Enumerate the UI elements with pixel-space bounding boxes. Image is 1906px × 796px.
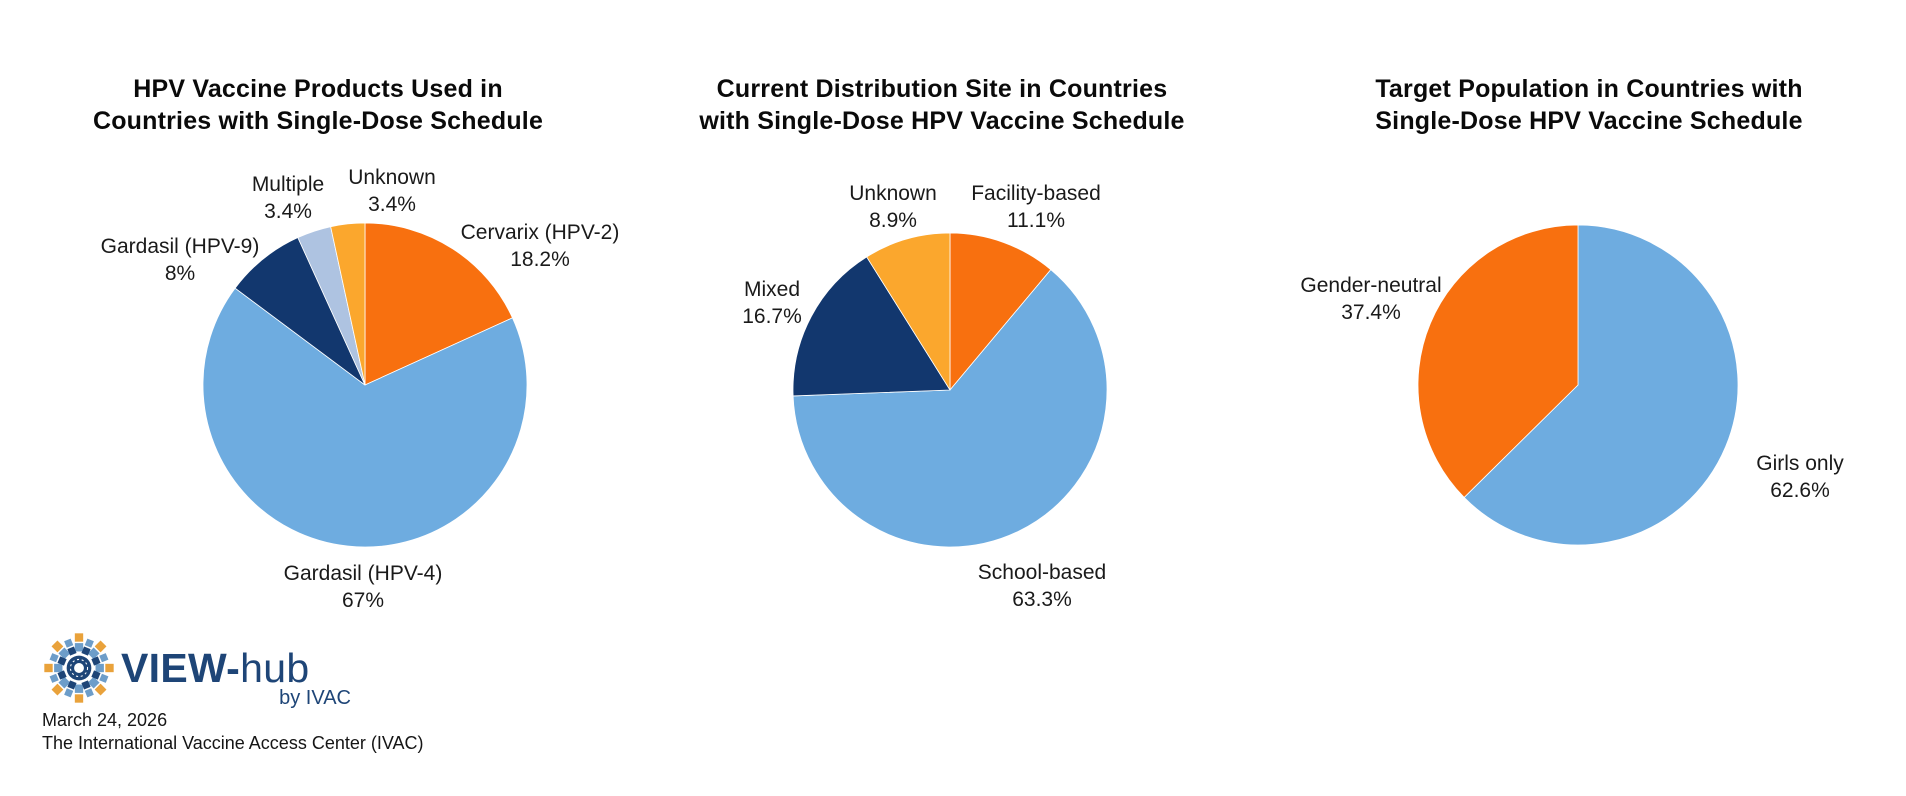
slice-label-gender-neutral: Gender-neutral 37.4% (1231, 272, 1511, 326)
pie-slice-school-based (792, 269, 1108, 548)
slice-name: Unknown (348, 166, 436, 189)
slice-name: Unknown (849, 182, 937, 205)
slice-label-gardasil-hpv-4: Gardasil (HPV-4) 67% (223, 560, 503, 614)
slice-label-mixed: Mixed 16.7% (632, 276, 912, 330)
slice-label-unknown: Unknown 3.4% (252, 164, 532, 218)
title-line: Countries with Single-Dose Schedule (92, 107, 544, 135)
chart-title-target-population: Target Population in Countries with Sing… (1269, 73, 1906, 137)
title-line: Current Distribution Site in Countries (716, 75, 1168, 103)
slice-value: 62.6% (1770, 479, 1830, 502)
title-line: HPV Vaccine Products Used in (133, 75, 503, 103)
slice-name: Facility-based (971, 182, 1101, 205)
slice-value: 37.4% (1341, 301, 1401, 324)
slice-value: 16.7% (742, 305, 802, 328)
title-line: Single-Dose HPV Vaccine Schedule (1375, 107, 1803, 135)
pie-slice-gender-neutral (1417, 224, 1579, 498)
brand-subtitle: by IVAC (279, 687, 351, 709)
slice-value: 63.3% (1012, 588, 1072, 611)
footer-date: March 24, 2026 (42, 710, 168, 730)
slice-name: Multiple (251, 173, 325, 196)
pie-slice-unknown (330, 222, 366, 386)
slice-name: Gardasil (HPV-4) (283, 562, 443, 585)
viewhub-logo-icon (44, 633, 114, 703)
title-line: with Single-Dose HPV Vaccine Schedule (699, 107, 1185, 135)
brand-view: VIEW- (121, 645, 241, 691)
slice-name: Girls only (1756, 452, 1844, 475)
pie-current-distribution-site-in-countries (792, 232, 1108, 548)
pie-slice-facility-based (949, 232, 1052, 391)
slice-label-facility-based: Facility-based 11.1% (896, 180, 1176, 234)
slice-value: 8% (164, 262, 196, 285)
slice-name: School-based (977, 561, 1107, 584)
pie-slice-mixed (792, 256, 951, 397)
footer-organization: The International Vaccine Access Center … (42, 733, 424, 753)
slice-label-multiple: Multiple 3.4% (148, 171, 428, 225)
chart-title-vaccine-products: HPV Vaccine Products Used in Countries w… (0, 73, 638, 137)
slice-name: Mixed (743, 278, 801, 301)
chart-title-distribution-site: Current Distribution Site in Countries w… (622, 73, 1262, 137)
pie-hpv-vaccine-products-used-in (202, 222, 528, 548)
pie-target-population-in-countries-with (1417, 224, 1739, 546)
slice-label-unknown: Unknown 8.9% (753, 180, 1033, 234)
brand-wordmark: VIEW-hub (121, 647, 309, 689)
slice-label-cervarix-hpv-2: Cervarix (HPV-2) 18.2% (400, 219, 680, 273)
slice-name: Gardasil (HPV-9) (100, 235, 260, 258)
slice-value: 3.4% (264, 200, 312, 223)
pie-slice-girls-only (1463, 224, 1739, 546)
pie-slice-unknown (866, 232, 951, 391)
slice-name: Cervarix (HPV-2) (460, 221, 620, 244)
slice-label-gardasil-hpv-9: Gardasil (HPV-9) 8% (40, 233, 320, 287)
slice-value: 18.2% (510, 248, 570, 271)
pie-slice-cervarix-hpv-2 (364, 222, 513, 386)
pie-slice-gardasil-hpv-4 (202, 287, 528, 548)
slice-label-school-based: School-based 63.3% (902, 559, 1182, 613)
slice-value: 67% (341, 589, 385, 612)
slice-value: 3.4% (368, 193, 416, 216)
slice-label-girls-only: Girls only 62.6% (1660, 450, 1906, 504)
title-line: Target Population in Countries with (1375, 75, 1803, 103)
slice-value: 11.1% (1007, 209, 1065, 232)
brand-hub: hub (240, 645, 310, 691)
slice-value: 8.9% (869, 209, 917, 232)
slice-name: Gender-neutral (1300, 274, 1442, 297)
